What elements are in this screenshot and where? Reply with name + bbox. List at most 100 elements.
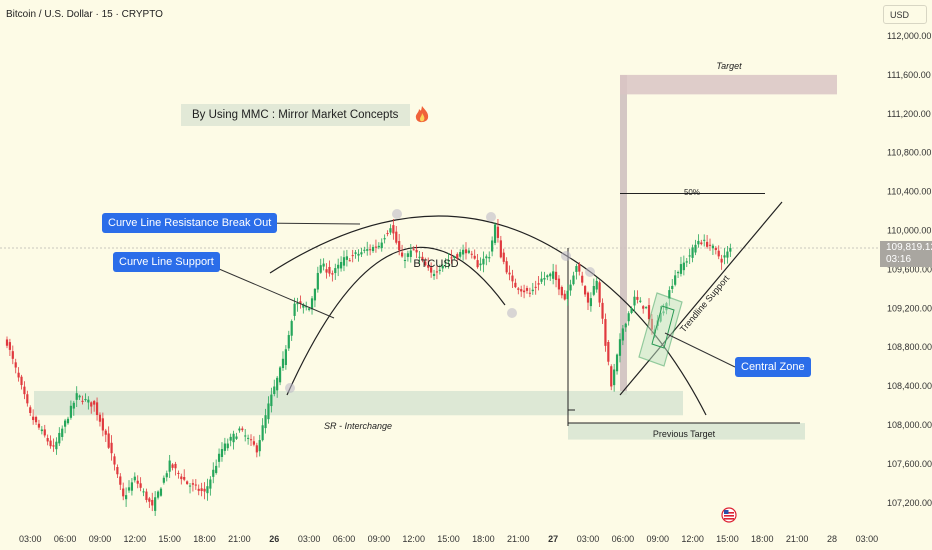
candle (636, 290, 639, 304)
candle (717, 245, 720, 260)
previous-target-zone[interactable] (568, 423, 805, 440)
central-zone-box[interactable] (638, 292, 683, 367)
candle (345, 249, 348, 267)
candle (159, 487, 163, 497)
candle (610, 364, 613, 391)
candle (316, 266, 319, 293)
candle (380, 238, 383, 252)
candle (75, 386, 78, 408)
target-zone[interactable] (620, 74, 837, 95)
time-tick-label: 15:00 (158, 534, 181, 544)
candle (145, 488, 148, 503)
price-axis[interactable] (880, 0, 932, 550)
candle (14, 358, 17, 374)
sr-interchange-zone[interactable] (34, 390, 683, 416)
central-zone-callout[interactable]: Central Zone (735, 357, 811, 377)
candle (46, 434, 49, 446)
candle (55, 437, 58, 455)
candle (473, 249, 476, 260)
candle (409, 243, 412, 263)
candle (392, 219, 395, 240)
candle (90, 401, 93, 414)
curve-support-callout[interactable]: Curve Line Support (113, 252, 220, 272)
leader-support (204, 262, 335, 319)
candle (23, 381, 26, 400)
candle (502, 248, 505, 265)
time-tick-label: 12:00 (681, 534, 704, 544)
candle (249, 434, 253, 446)
price-tick-label: 110,400.00 (887, 187, 931, 197)
candle (337, 258, 340, 277)
candle (569, 279, 572, 296)
candle (496, 218, 500, 243)
candle (171, 463, 174, 471)
candle (403, 253, 407, 269)
touch-marker (392, 209, 402, 219)
candle (447, 253, 450, 269)
candle (69, 400, 73, 420)
candle (522, 284, 526, 299)
time-tick-label: 21:00 (507, 534, 530, 544)
candle (697, 234, 700, 248)
price-tick-label: 107,600.00 (887, 459, 932, 469)
price-tick-label: 110,800.00 (887, 148, 931, 158)
candle (165, 470, 168, 482)
candle (438, 264, 441, 275)
candle (552, 263, 555, 285)
price-tick-label: 108,000.00 (887, 420, 932, 430)
candle (357, 249, 360, 262)
candle (493, 222, 497, 246)
candle (371, 244, 375, 253)
candles (5, 218, 732, 516)
price-tick-label: 107,200.00 (887, 498, 932, 508)
candle (706, 234, 709, 249)
currency-button[interactable]: USD (883, 5, 927, 24)
candle (598, 280, 601, 307)
candle (554, 264, 558, 288)
candle (255, 442, 258, 458)
candle (444, 258, 447, 269)
candle (546, 274, 549, 281)
time-tick-label: 12:00 (402, 534, 425, 544)
time-axis[interactable] (0, 528, 880, 550)
candle (723, 248, 726, 265)
touch-marker (486, 212, 496, 222)
candle (29, 405, 32, 416)
candle (694, 239, 697, 256)
candle (676, 270, 680, 278)
us-flag-icon[interactable] (721, 507, 737, 523)
candle (508, 265, 511, 281)
candle (386, 230, 389, 237)
candle (412, 246, 415, 251)
candle (589, 292, 593, 312)
candle (331, 270, 334, 282)
candle (630, 306, 633, 315)
candle (700, 239, 703, 246)
candle (162, 475, 165, 485)
candle (488, 251, 491, 263)
candle (464, 242, 468, 260)
candle (188, 482, 192, 494)
candle (441, 264, 444, 272)
candle (8, 338, 12, 356)
candle (563, 290, 566, 301)
time-tick-label: 15:00 (716, 534, 739, 544)
candle (427, 257, 430, 271)
candle (560, 285, 563, 299)
candle (514, 278, 517, 289)
candle (84, 393, 87, 402)
time-tick-label: 26 (269, 534, 279, 544)
candle (113, 453, 116, 471)
fire-icon (415, 106, 429, 123)
candle (615, 353, 619, 375)
candle (729, 243, 732, 257)
candle (377, 242, 380, 250)
candle (34, 415, 38, 426)
candle (267, 396, 270, 424)
time-tick-label: 18:00 (751, 534, 774, 544)
resistance-breakout-callout[interactable]: Curve Line Resistance Break Out (102, 213, 278, 233)
candle (261, 418, 264, 442)
candle (714, 246, 717, 255)
candle (197, 484, 200, 496)
